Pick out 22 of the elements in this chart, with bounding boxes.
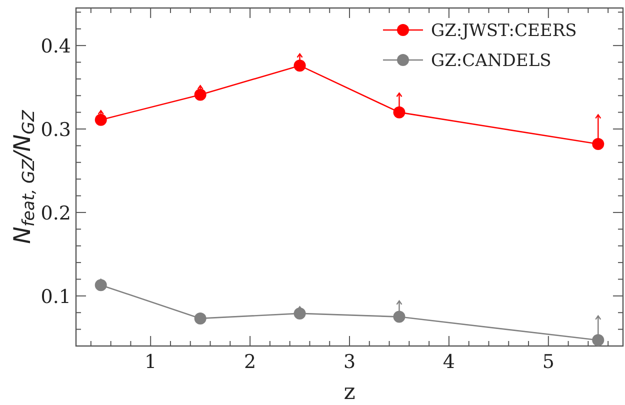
point — [592, 334, 604, 346]
y-tick-label: 0.2 — [40, 202, 71, 224]
y-tick-label: 0.1 — [40, 286, 71, 308]
x-tick-label: 2 — [244, 351, 256, 373]
x-axis-title: z — [344, 380, 356, 405]
x-tick-label: 4 — [442, 351, 455, 373]
point — [194, 312, 206, 324]
point — [94, 114, 107, 126]
x-tick-label: 5 — [542, 351, 554, 373]
point — [393, 106, 406, 118]
legend-label: GZ:CANDELS — [431, 51, 552, 71]
y-tick-label: 0.4 — [40, 36, 71, 58]
point — [94, 279, 107, 292]
point — [393, 310, 406, 323]
x-tick-label: 3 — [343, 351, 356, 373]
point — [194, 88, 206, 101]
point — [294, 60, 306, 72]
point — [294, 307, 306, 320]
point — [592, 138, 604, 150]
x-tick-label: 1 — [144, 351, 157, 373]
y-tick-label: 0.3 — [40, 119, 71, 142]
legend-label: GZ:JWST:CEERS — [431, 21, 577, 41]
